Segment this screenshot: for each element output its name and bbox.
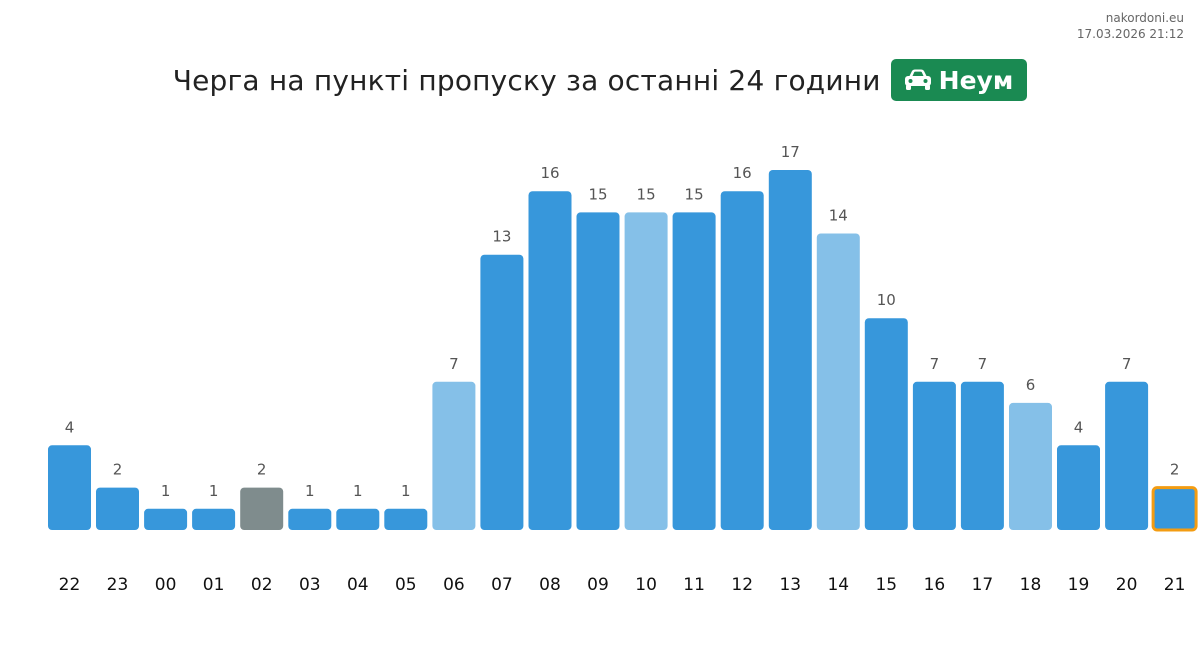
x-tick-23: 23 bbox=[107, 575, 129, 595]
x-tick-09: 09 bbox=[587, 575, 609, 595]
site-name: nakordoni.eu bbox=[1105, 11, 1184, 25]
x-tick-07: 07 bbox=[491, 575, 513, 595]
bar-14 bbox=[816, 233, 860, 530]
x-tick-08: 08 bbox=[539, 575, 561, 595]
bar-05 bbox=[384, 508, 428, 530]
bar-01 bbox=[192, 508, 236, 530]
value-label-07: 13 bbox=[492, 228, 511, 246]
value-label-19: 4 bbox=[1074, 418, 1084, 436]
x-tick-02: 02 bbox=[251, 575, 273, 595]
x-tick-13: 13 bbox=[779, 575, 801, 595]
value-label-20: 7 bbox=[1122, 355, 1132, 373]
bar-04 bbox=[336, 508, 380, 530]
value-label-17: 7 bbox=[978, 355, 988, 373]
x-tick-12: 12 bbox=[731, 575, 753, 595]
bar-08 bbox=[528, 191, 572, 530]
title-row: Черга на пункті пропуску за останні 24 г… bbox=[0, 58, 1200, 102]
bar-02 bbox=[240, 487, 284, 530]
bar-18 bbox=[1009, 402, 1052, 530]
value-label-22: 4 bbox=[65, 418, 75, 436]
bar-07 bbox=[480, 254, 524, 530]
checkpoint-badge: Неум bbox=[890, 59, 1028, 101]
x-tick-20: 20 bbox=[1116, 575, 1138, 595]
x-tick-14: 14 bbox=[827, 575, 849, 595]
badge-label: Неум bbox=[938, 65, 1014, 95]
x-tick-18: 18 bbox=[1020, 575, 1042, 595]
value-label-12: 16 bbox=[733, 164, 752, 182]
meta-info: nakordoni.eu 17.03.2026 21:12 bbox=[1077, 10, 1184, 42]
x-tick-16: 16 bbox=[924, 575, 946, 595]
x-tick-06: 06 bbox=[443, 575, 465, 595]
x-tick-01: 01 bbox=[203, 575, 225, 595]
bar-20 bbox=[1105, 381, 1149, 530]
x-tick-19: 19 bbox=[1068, 575, 1090, 595]
bar-12 bbox=[720, 191, 764, 530]
bar-19 bbox=[1057, 445, 1100, 530]
bar-21 bbox=[1151, 486, 1198, 532]
x-tick-00: 00 bbox=[155, 575, 177, 595]
value-label-08: 16 bbox=[540, 164, 559, 182]
x-tick-05: 05 bbox=[395, 575, 417, 595]
bar-15 bbox=[864, 318, 908, 530]
x-tick-03: 03 bbox=[299, 575, 321, 595]
chart-title: Черга на пункті пропуску за останні 24 г… bbox=[172, 63, 881, 97]
bar-00 bbox=[144, 508, 188, 530]
x-tick-11: 11 bbox=[683, 575, 705, 595]
value-label-13: 17 bbox=[781, 143, 800, 161]
x-tick-10: 10 bbox=[635, 575, 657, 595]
bar-22 bbox=[48, 445, 91, 530]
value-label-18: 6 bbox=[1026, 376, 1036, 394]
x-tick-21: 21 bbox=[1164, 575, 1186, 595]
value-label-14: 14 bbox=[829, 207, 848, 225]
value-label-06: 7 bbox=[449, 355, 459, 373]
bar-03 bbox=[288, 508, 332, 530]
x-tick-04: 04 bbox=[347, 575, 369, 595]
value-label-21: 2 bbox=[1170, 461, 1180, 479]
value-label-02: 2 bbox=[257, 461, 267, 479]
value-label-09: 15 bbox=[588, 185, 607, 203]
value-label-15: 10 bbox=[877, 291, 896, 309]
value-label-10: 15 bbox=[637, 185, 656, 203]
timestamp: 17.03.2026 21:12 bbox=[1076, 27, 1184, 41]
value-label-01: 1 bbox=[209, 482, 219, 500]
bar-11 bbox=[672, 212, 716, 530]
bar-17 bbox=[960, 381, 1004, 530]
value-label-05: 1 bbox=[401, 482, 411, 500]
x-tick-15: 15 bbox=[875, 575, 897, 595]
bar-06 bbox=[432, 381, 476, 530]
value-label-04: 1 bbox=[353, 482, 363, 500]
value-label-11: 15 bbox=[685, 185, 704, 203]
bar-10 bbox=[624, 212, 668, 530]
car-icon bbox=[904, 69, 931, 90]
value-label-03: 1 bbox=[305, 482, 315, 500]
value-label-23: 2 bbox=[113, 461, 123, 479]
value-label-16: 7 bbox=[930, 355, 940, 373]
value-label-00: 1 bbox=[161, 482, 171, 500]
bar-16 bbox=[912, 381, 956, 530]
x-tick-22: 22 bbox=[59, 575, 81, 595]
bar-13 bbox=[768, 170, 812, 530]
x-tick-17: 17 bbox=[972, 575, 994, 595]
bar-23 bbox=[96, 487, 139, 530]
bar-09 bbox=[576, 212, 620, 530]
